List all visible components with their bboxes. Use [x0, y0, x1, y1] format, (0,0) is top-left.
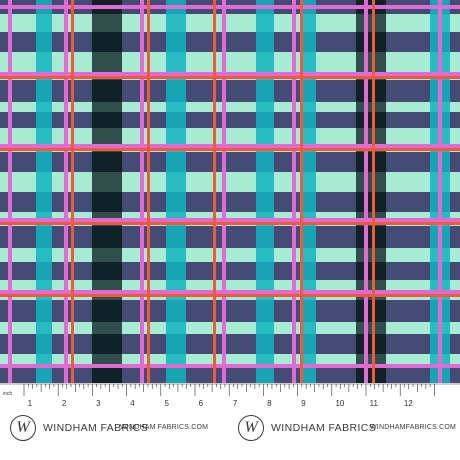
- inch-ruler: inch 1 2 3 4 5 6 7 8 9 10 11 12: [0, 383, 460, 408]
- brand-logo-group: W WINDHAM FABRICS: [10, 411, 148, 445]
- crossing-dark-block: [92, 368, 122, 384]
- crossing-dark-block: [92, 32, 122, 52]
- brand-url: WINDHAM FABRICS.COM: [120, 424, 209, 431]
- crossing-dark-block: [356, 334, 386, 354]
- pink-vertical-line: [292, 0, 296, 460]
- ruler-number: 7: [233, 399, 238, 408]
- orange-horizontal-line: [0, 148, 460, 151]
- horizontal-navy-band: [0, 368, 460, 384]
- horizontal-navy-band: [0, 334, 460, 354]
- ruler-number: 2: [62, 399, 67, 408]
- pink-vertical-line: [222, 0, 226, 460]
- pink-vertical-line: [438, 0, 442, 460]
- crossing-dark-block: [356, 226, 386, 248]
- pink-horizontal-line: [0, 364, 460, 368]
- ruler-number: 8: [267, 399, 272, 408]
- horizontal-navy-band: [0, 32, 460, 52]
- selvage-strip: inch 1 2 3 4 5 6 7 8 9 10 11 12 W WINDHAM FABRICS W…: [0, 383, 460, 460]
- crossing-dark-block: [92, 334, 122, 354]
- crossing-dark-block: [356, 262, 386, 280]
- orange-horizontal-line: [0, 294, 460, 297]
- horizontal-navy-band: [0, 300, 460, 322]
- crossing-dark-block: [92, 80, 122, 102]
- pink-horizontal-line: [0, 218, 460, 222]
- crossing-dark-block: [92, 262, 122, 280]
- horizontal-navy-band: [0, 262, 460, 280]
- pink-horizontal-line: [0, 72, 460, 76]
- orange-vertical-line: [300, 0, 303, 460]
- brand-name: WINDHAM FABRICS: [43, 422, 149, 434]
- horizontal-navy-band: [0, 226, 460, 248]
- ruler-number: 11: [370, 399, 379, 408]
- orange-vertical-line: [372, 0, 375, 460]
- orange-vertical-line: [147, 0, 150, 460]
- crossing-dark-block: [92, 112, 122, 128]
- crossing-dark-block: [92, 226, 122, 248]
- horizontal-navy-band: [0, 80, 460, 102]
- ruler-unit-label: inch: [3, 391, 12, 397]
- horizontal-navy-band: [0, 112, 460, 128]
- brand-name: WINDHAM FABRICS: [271, 422, 377, 434]
- vertical-teal-band: [300, 0, 316, 460]
- ruler-number: 9: [301, 399, 306, 408]
- crossing-dark-block: [356, 80, 386, 102]
- ruler-number: 3: [96, 399, 101, 408]
- orange-vertical-line: [213, 0, 216, 460]
- horizontal-navy-band: [0, 192, 460, 212]
- brand-url: WINDHAMFABRICS.COM: [370, 424, 457, 431]
- pink-vertical-line: [364, 0, 368, 460]
- ruler-number: 5: [164, 399, 169, 408]
- ruler-number: 12: [404, 399, 413, 408]
- pink-vertical-line: [140, 0, 144, 460]
- crossing-dark-block: [356, 192, 386, 212]
- vertical-teal-band: [166, 0, 186, 460]
- orange-horizontal-line: [0, 222, 460, 225]
- ruler-number: 6: [199, 399, 204, 408]
- orange-horizontal-line: [0, 76, 460, 79]
- ruler-number: 1: [28, 399, 33, 408]
- crossing-dark-block: [92, 152, 122, 172]
- orange-vertical-line: [71, 0, 74, 460]
- windham-logo-icon: W: [238, 415, 264, 441]
- brand-logo-group: W WINDHAM FABRICS: [238, 411, 376, 445]
- pink-horizontal-line: [0, 290, 460, 294]
- crossing-dark-block: [92, 300, 122, 322]
- ruler-number: 4: [130, 399, 135, 408]
- crossing-dark-block: [356, 112, 386, 128]
- crossing-dark-block: [92, 192, 122, 212]
- vertical-teal-band: [256, 0, 274, 460]
- ruler-number: 10: [335, 399, 344, 408]
- pink-vertical-line: [8, 0, 12, 460]
- pink-horizontal-line: [0, 5, 460, 9]
- pink-vertical-line: [64, 0, 68, 460]
- crossing-dark-block: [356, 300, 386, 322]
- pink-horizontal-line: [0, 144, 460, 148]
- vertical-teal-band: [36, 0, 52, 460]
- crossing-dark-block: [356, 32, 386, 52]
- crossing-dark-block: [356, 152, 386, 172]
- horizontal-navy-band: [0, 152, 460, 172]
- crossing-dark-block: [356, 368, 386, 384]
- windham-logo-icon: W: [10, 415, 36, 441]
